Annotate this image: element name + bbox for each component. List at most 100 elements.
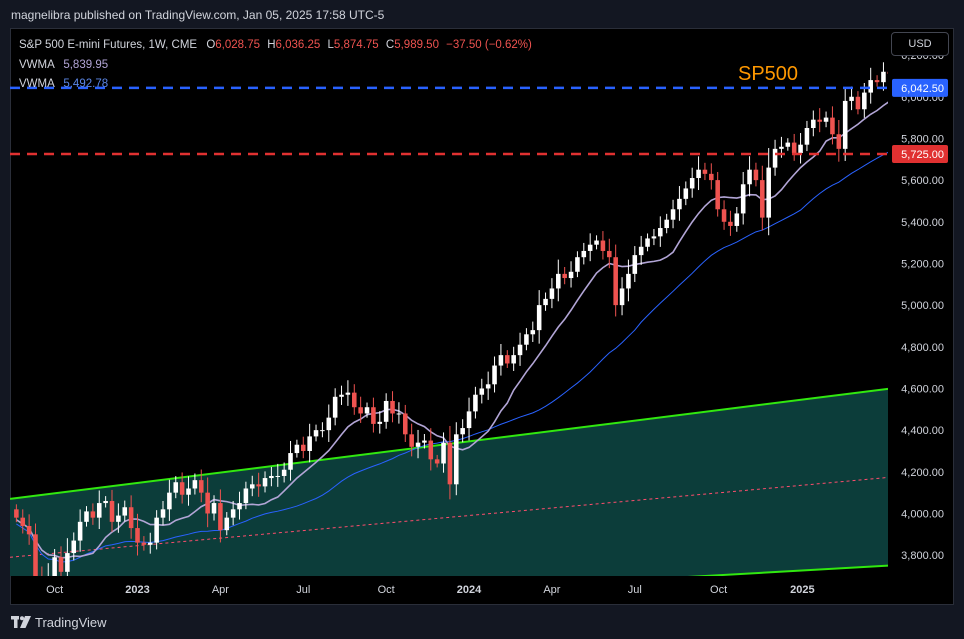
currency-button[interactable]: USD	[891, 32, 949, 56]
candle-body	[587, 244, 593, 251]
candle-body	[167, 492, 172, 510]
price-tick-label: 4,800.00	[901, 342, 944, 354]
candle-body	[300, 444, 306, 451]
candle-body	[638, 246, 644, 256]
price-tick-label: 4,600.00	[901, 383, 944, 395]
candle-body	[256, 484, 261, 487]
candle-body	[288, 453, 293, 470]
time-axis[interactable]: Oct 2023 Apr Jul Oct 2024 Apr Jul Oct 2025	[46, 584, 815, 596]
candle-body	[249, 484, 255, 489]
vwma-fast-value: 5,839.95	[63, 58, 109, 71]
price-chart[interactable]: SP500 3,800.00 4,000.00 4,200.00 4,400.00 4,…	[10, 28, 954, 605]
candle-body	[71, 540, 77, 554]
candle-body	[536, 305, 542, 331]
candle-body	[320, 430, 325, 432]
candle-body	[313, 430, 319, 437]
candle-body	[198, 480, 204, 493]
sp500-annotation: SP500	[738, 63, 798, 85]
symbol-name[interactable]: S&P 500 E-mini Futures, 1W, CME	[19, 39, 198, 51]
candle-body	[147, 542, 153, 545]
candle-body	[568, 271, 574, 279]
close-label: C	[385, 39, 395, 51]
time-tick-label: Apr	[543, 584, 560, 596]
candle-body	[709, 173, 714, 181]
channel-lower-line	[687, 564, 888, 576]
candle-body	[600, 240, 606, 251]
candle-body	[524, 334, 529, 345]
price-line-label-box	[892, 78, 948, 97]
candle-body	[728, 221, 733, 226]
candle-body	[492, 365, 497, 385]
vwma-fast-label: VWMA	[19, 58, 55, 71]
candle-body	[830, 117, 835, 135]
candle-body	[811, 119, 816, 129]
candle-body	[14, 509, 19, 518]
candle-body	[52, 557, 57, 576]
candle-body	[371, 407, 376, 424]
candle-body	[766, 167, 771, 218]
candle-body	[428, 440, 434, 460]
open-value: 6,028.75	[215, 39, 261, 51]
candle-body	[103, 500, 108, 504]
price-tick-label: 5,400.00	[901, 217, 944, 229]
candle-body	[460, 428, 465, 435]
candle-body	[594, 240, 599, 245]
candle-body	[842, 100, 848, 149]
candle-body	[454, 434, 459, 485]
candle-body	[543, 298, 548, 306]
candle-body	[186, 488, 191, 495]
candle-body	[441, 442, 446, 464]
candle-body	[517, 344, 523, 356]
candle-body	[855, 96, 861, 110]
candle-body	[237, 503, 242, 510]
candle-body	[33, 534, 38, 576]
candle-body	[817, 119, 822, 122]
legend-vwma-slow-row[interactable]: VWMA 5,492.78	[19, 75, 532, 95]
tradingview-brand[interactable]: TradingView	[11, 612, 107, 632]
candle-body	[218, 503, 223, 531]
candle-body	[192, 480, 198, 489]
candle-body	[881, 71, 886, 83]
candle-body	[358, 407, 363, 414]
vwma-slow-label: VWMA	[19, 78, 55, 90]
candle-body	[696, 169, 701, 179]
candle-body	[670, 209, 676, 220]
candle-body	[173, 482, 179, 493]
candle-body	[785, 142, 791, 147]
candle-body	[415, 442, 421, 447]
change-value: −37.50 (−0.62%)	[446, 39, 532, 51]
candle-body	[364, 407, 370, 414]
price-line-label-box	[892, 145, 948, 164]
candle-body	[849, 96, 854, 101]
publish-info: magnelibra published on TradingView.com,…	[11, 8, 385, 22]
candle-body	[702, 169, 708, 174]
candle-body	[466, 411, 472, 429]
time-tick-label: Jul	[296, 584, 310, 596]
candle-body	[740, 184, 746, 214]
candle-body	[734, 213, 740, 226]
candle-body	[549, 288, 555, 299]
candle-body	[422, 440, 427, 443]
price-tick-label: 4,000.00	[901, 508, 944, 520]
candle-body	[383, 400, 389, 422]
open-label: O	[206, 39, 216, 51]
candle-body	[632, 255, 638, 274]
candle-body	[90, 511, 96, 518]
candle-body	[447, 442, 453, 485]
legend-vwma-fast-row[interactable]: VWMA 5,839.95	[19, 56, 532, 76]
candle-body	[352, 392, 357, 408]
candle-body	[109, 500, 115, 522]
candle-body	[332, 396, 338, 418]
price-tick-label: 5,800.00	[901, 133, 944, 145]
candle-body	[307, 436, 312, 451]
time-tick-label: 2024	[457, 584, 482, 596]
candle-body	[211, 503, 217, 514]
candle-body	[779, 146, 784, 149]
brand-name: TradingView	[35, 614, 107, 630]
price-axis[interactable]: 3,800.00 4,000.00 4,200.00 4,400.00 4,600.00…	[901, 50, 944, 562]
candle-body	[581, 250, 587, 258]
candle-body	[396, 413, 402, 415]
candle-body	[530, 330, 536, 335]
vwma-slow-value: 5,492.78	[63, 78, 109, 90]
candle-body	[84, 511, 89, 522]
